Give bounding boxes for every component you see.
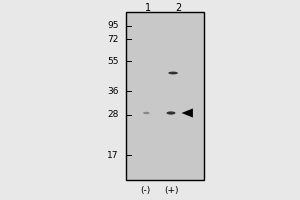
Text: 55: 55 [107, 56, 118, 66]
Text: 1: 1 [146, 3, 152, 13]
Text: (+): (+) [164, 186, 179, 195]
Text: 28: 28 [107, 110, 118, 119]
Text: 2: 2 [176, 3, 182, 13]
Text: 36: 36 [107, 87, 118, 96]
Text: 17: 17 [107, 151, 118, 160]
Text: 95: 95 [107, 21, 118, 30]
Ellipse shape [168, 72, 178, 74]
Text: 72: 72 [107, 34, 118, 44]
Text: (-): (-) [141, 186, 151, 195]
Ellipse shape [167, 111, 176, 115]
Polygon shape [182, 108, 193, 118]
Bar [126, 12, 204, 180]
Ellipse shape [143, 112, 150, 114]
